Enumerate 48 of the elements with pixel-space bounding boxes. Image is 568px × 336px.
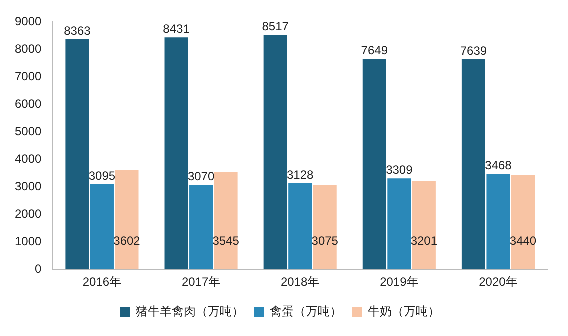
x-tick-label: 2020年 (479, 275, 518, 290)
bar (164, 38, 188, 270)
data-label: 7649 (361, 43, 388, 58)
data-label: 3309 (386, 162, 414, 177)
legend-label: 牛奶（万吨） (368, 304, 440, 318)
data-label: 3070 (188, 169, 215, 184)
data-label: 3602 (114, 234, 141, 248)
y-tick-label: 7000 (14, 69, 42, 84)
data-label: 3095 (88, 168, 116, 183)
bar (288, 184, 312, 270)
data-label: 3075 (312, 234, 339, 248)
bar (66, 40, 90, 270)
data-label: 3440 (510, 234, 537, 248)
x-tick-label: 2017年 (182, 275, 221, 290)
bar (511, 174, 535, 270)
x-tick-label: 2019年 (380, 275, 419, 290)
y-tick-label: 6000 (14, 96, 42, 111)
y-tick-label: 5000 (14, 124, 42, 138)
y-tick-label: 0 (35, 262, 42, 276)
data-label: 3128 (286, 168, 314, 182)
bar (313, 185, 337, 270)
data-label: 8517 (262, 20, 290, 34)
bar (412, 182, 436, 270)
legend-label: 禽蛋（万吨） (270, 304, 342, 318)
data-label: 3545 (212, 234, 240, 248)
y-tick-label: 9000 (14, 14, 42, 28)
bar (486, 174, 510, 270)
data-label: 8363 (64, 24, 92, 38)
bar (264, 35, 288, 270)
bar (90, 184, 114, 270)
y-tick-label: 4000 (14, 152, 42, 166)
bar (388, 178, 412, 270)
bar (362, 59, 386, 270)
legend-label: 猪牛羊禽肉（万吨） (136, 304, 244, 318)
y-tick-label: 3000 (14, 179, 42, 194)
bar (115, 170, 139, 270)
data-label: 3201 (410, 234, 438, 248)
data-label: 3468 (485, 158, 512, 173)
bar (214, 172, 238, 270)
bar (190, 185, 214, 270)
x-tick-label: 2016年 (82, 275, 122, 290)
data-label: 8431 (163, 22, 190, 36)
y-tick-label: 1000 (14, 234, 42, 248)
data-label: 7639 (460, 44, 488, 58)
y-tick-label: 8000 (14, 42, 42, 56)
y-tick-label: 2000 (14, 206, 42, 221)
bar (462, 59, 486, 270)
x-tick-label: 2018年 (280, 275, 320, 290)
